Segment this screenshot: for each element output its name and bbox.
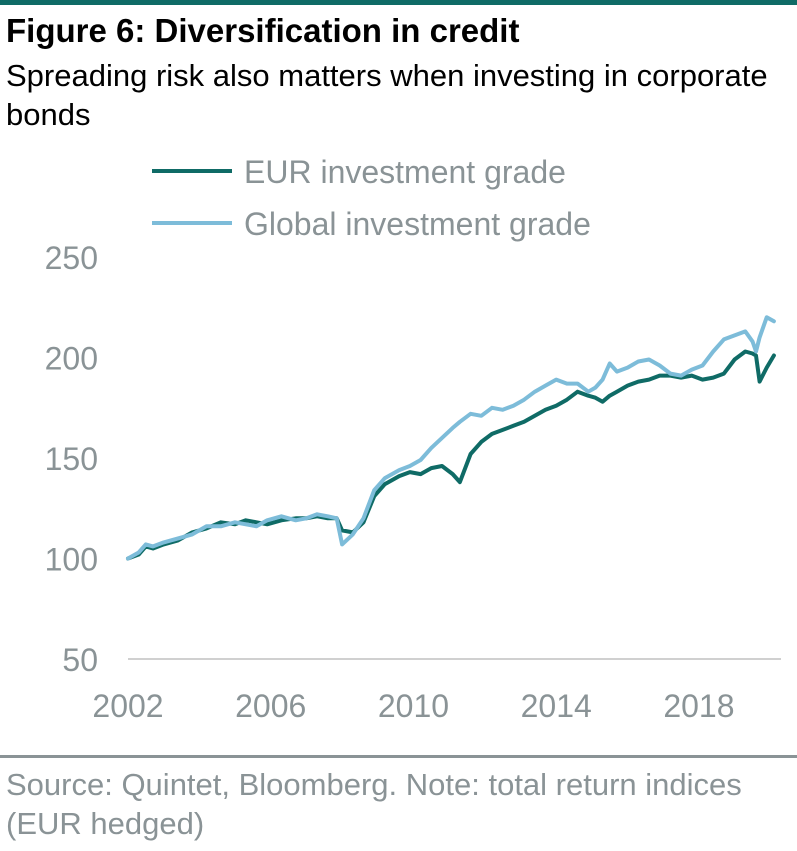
x-tick-label: 2006 [235,688,306,724]
chart-subtitle: Spreading risk also matters when investi… [6,58,768,132]
x-tick-label: 2014 [521,688,592,724]
y-tick-label: 150 [45,441,98,477]
series-line-eur [126,349,776,561]
source-note: Source: Quintet, Bloomberg. Note: total … [6,767,742,841]
x-tick-label: 2018 [663,688,734,724]
series-line-global [126,315,776,561]
top-rule [0,0,797,5]
legend-item-global: Global investment grade [152,206,591,242]
legend-label-global: Global investment grade [244,206,591,242]
plot-series [126,315,776,561]
legend: EUR investment grade Global investment g… [152,154,591,242]
x-axis: 2002 2006 2010 2014 2018 [92,688,734,724]
y-tick-label: 200 [45,341,98,377]
legend-item-eur: EUR investment grade [152,154,566,190]
y-axis: 50 100 150 200 250 [45,240,98,678]
bottom-rule [0,755,797,758]
y-tick-label: 50 [62,642,98,678]
line-chart: EUR investment grade Global investment g… [45,154,781,724]
y-tick-label: 100 [45,542,98,578]
x-tick-label: 2010 [378,688,449,724]
x-tick-label: 2002 [92,688,163,724]
chart-title: Figure 6: Diversification in credit [6,12,520,49]
legend-label-eur: EUR investment grade [244,154,566,190]
y-tick-label: 250 [45,240,98,276]
